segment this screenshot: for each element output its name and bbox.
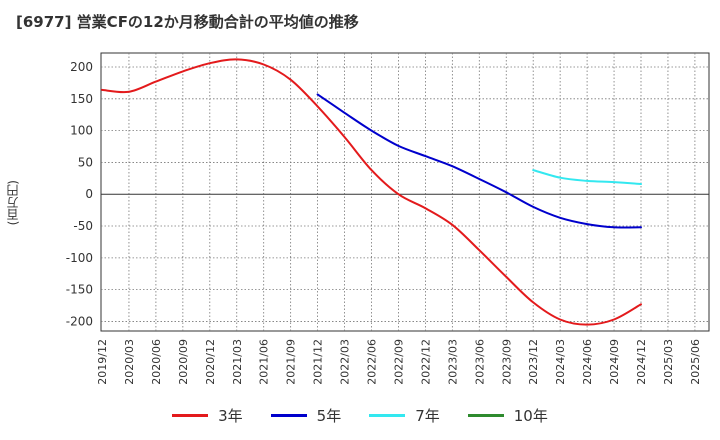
x-tick-label: 2025/03 bbox=[662, 339, 675, 385]
x-axis-ticks: 2019/12 2020/03 2020/06 2020/09 2020/12 2021/… bbox=[96, 339, 702, 385]
legend-item: 5年 bbox=[270, 404, 342, 426]
x-tick-label: 2019/12 bbox=[96, 339, 109, 385]
legend-item: 7年 bbox=[369, 404, 440, 426]
legend-label: 10年 bbox=[513, 406, 548, 425]
x-tick-label: 2021/09 bbox=[285, 339, 298, 385]
x-gridlines bbox=[128, 53, 696, 331]
y-tick-label: -200 bbox=[66, 314, 93, 328]
x-tick-label: 2025/06 bbox=[689, 339, 702, 385]
x-tick-label: 2020/09 bbox=[177, 339, 190, 385]
series-line-7年 bbox=[532, 169, 642, 185]
legend-label: 3年 bbox=[218, 406, 243, 425]
x-tick-label: 2022/06 bbox=[366, 339, 379, 385]
series-line-5年 bbox=[316, 93, 642, 229]
legend-swatch bbox=[270, 413, 307, 417]
y-tick-label: -100 bbox=[66, 251, 93, 265]
x-tick-label: 2024/06 bbox=[581, 339, 594, 385]
x-tick-label: 2023/09 bbox=[500, 339, 513, 385]
legend-swatch bbox=[172, 413, 209, 417]
legend: 3年 5年 7年 10年 bbox=[0, 404, 720, 426]
y-tick-label: 0 bbox=[85, 187, 93, 201]
y-axis-ticks: 200 150 100 50 0 -50 -100 -150 -200 bbox=[66, 60, 93, 328]
x-tick-label: 2020/06 bbox=[150, 339, 163, 385]
y-tick-label: 50 bbox=[78, 155, 93, 169]
y-tick-label: 200 bbox=[70, 60, 93, 74]
x-tick-label: 2021/06 bbox=[258, 339, 271, 385]
series-layer bbox=[101, 58, 642, 326]
x-tick-label: 2022/12 bbox=[419, 339, 432, 385]
page-title: [6977] 営業CFの12か月移動合計の平均値の推移 bbox=[16, 13, 359, 31]
x-tick-label: 2023/06 bbox=[473, 339, 486, 385]
x-tick-label: 2020/12 bbox=[204, 339, 217, 385]
y-tick-label: 100 bbox=[70, 124, 93, 138]
x-tick-label: 2024/03 bbox=[554, 339, 567, 385]
x-tick-label: 2024/12 bbox=[635, 339, 648, 385]
x-tick-label: 2024/09 bbox=[608, 339, 621, 385]
x-tick-label: 2020/03 bbox=[123, 339, 136, 385]
legend-label: 5年 bbox=[316, 406, 342, 425]
series-line-3年 bbox=[101, 58, 642, 326]
x-tick-label: 2021/12 bbox=[312, 339, 325, 385]
legend-item: 3年 bbox=[172, 404, 243, 426]
legend-item: 10年 bbox=[467, 404, 548, 426]
x-tick-label: 2023/03 bbox=[446, 339, 459, 385]
plot-area bbox=[100, 52, 710, 332]
legend-swatch bbox=[369, 413, 406, 417]
line-chart: 200 150 100 50 0 -50 -100 -150 -200 2019/12 2020/… bbox=[66, 52, 710, 385]
y-tick-label: -150 bbox=[66, 283, 93, 297]
x-tick-label: 2023/12 bbox=[527, 339, 540, 385]
x-tick-label: 2021/03 bbox=[231, 339, 244, 385]
x-tick-label: 2022/09 bbox=[392, 339, 405, 385]
x-tick-label: 2022/03 bbox=[339, 339, 352, 385]
y-tick-label: 150 bbox=[70, 92, 93, 106]
legend-label: 7年 bbox=[415, 406, 440, 425]
legend-swatch bbox=[467, 413, 504, 417]
y-tick-label: -50 bbox=[73, 219, 93, 233]
